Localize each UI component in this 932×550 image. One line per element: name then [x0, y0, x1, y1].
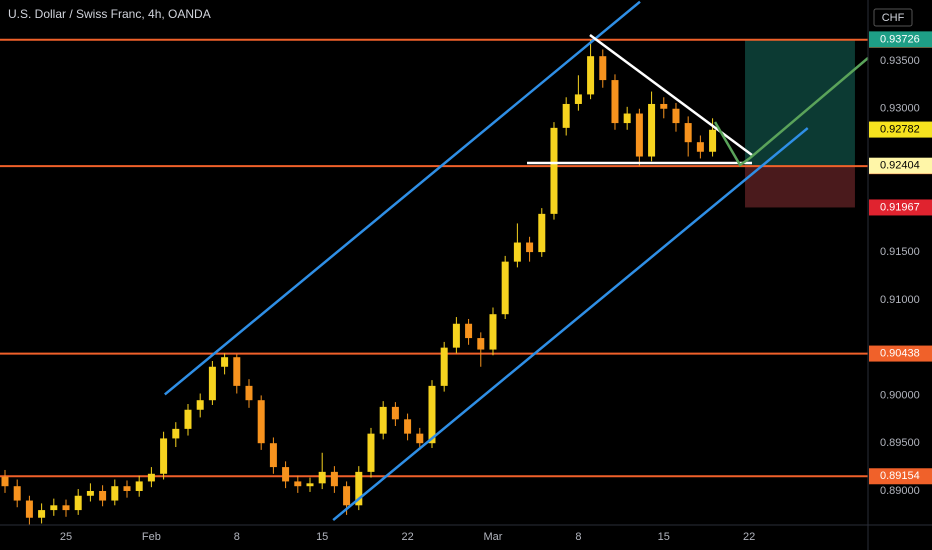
trend-drawing [332, 127, 809, 521]
price-marker: 0.93726 [880, 33, 920, 45]
candle-body [574, 94, 582, 104]
candle-body [696, 142, 704, 152]
candle-body [245, 385, 253, 401]
x-tick-label: 22 [743, 531, 755, 543]
y-tick-label: 0.90000 [880, 389, 920, 401]
candle-body [74, 495, 82, 511]
candle-body [599, 56, 607, 81]
chart-title: U.S. Dollar / Swiss Franc, 4h, OANDA [8, 7, 211, 21]
candle-body [172, 428, 180, 439]
candle-body [269, 443, 277, 468]
candle-body [587, 56, 595, 95]
y-tick-label: 0.93500 [880, 55, 920, 67]
candle-body [13, 486, 21, 501]
price-marker: 0.91967 [880, 201, 920, 213]
candle-body [343, 486, 351, 506]
currency-box[interactable] [873, 8, 913, 27]
price-marker-bg [869, 199, 932, 216]
candle-body [623, 113, 631, 124]
level-label: 0.90438 [880, 347, 920, 359]
candle-body [550, 127, 558, 214]
y-tick-label: 0.91000 [880, 294, 920, 306]
candle-body [709, 129, 717, 152]
candle-body [355, 471, 363, 506]
candle-body [62, 505, 70, 511]
candle-body [428, 385, 436, 444]
candle-body [526, 242, 534, 253]
candle-body [25, 500, 33, 518]
x-tick-label: 8 [234, 531, 240, 543]
candle-body [684, 123, 692, 143]
candle-body [562, 103, 570, 128]
loss-zone [745, 166, 855, 208]
candle-body [282, 467, 290, 482]
trend-drawing [713, 57, 869, 167]
candle-body [221, 357, 229, 367]
candle-body [611, 80, 619, 124]
candle-body [660, 103, 668, 109]
candle-body [489, 314, 497, 350]
candle-body [123, 486, 131, 491]
x-tick-label: Feb [142, 531, 161, 543]
candle-body [379, 406, 387, 434]
price-marker: 0.92782 [880, 123, 920, 135]
candle-body [330, 471, 338, 487]
x-tick-label: Mar [484, 531, 503, 543]
candle-body [196, 400, 204, 410]
candle-body [477, 338, 485, 350]
x-tick-label: 15 [316, 531, 328, 543]
price-marker-bg [869, 31, 932, 48]
x-tick-label: 22 [401, 531, 413, 543]
candle-body [111, 486, 119, 501]
candle-body [294, 481, 302, 487]
candle-body [318, 471, 326, 484]
candle-body [672, 108, 680, 124]
level-label: 0.89154 [880, 470, 920, 482]
candle-body [648, 103, 656, 157]
price-marker: 0.92404 [880, 160, 920, 172]
price-marker-bg [869, 157, 932, 174]
price-marker-bg [869, 121, 932, 138]
candle-body [635, 113, 643, 157]
candle-body [1, 476, 9, 487]
candle-body [160, 438, 168, 474]
candle-body [135, 481, 143, 491]
y-tick-label: 0.91500 [880, 246, 920, 258]
candle-body [538, 213, 546, 253]
candle-body [404, 419, 412, 434]
candle-body [86, 490, 94, 496]
candle-body [233, 357, 241, 386]
x-tick-label: 8 [575, 531, 581, 543]
candle-body [501, 261, 509, 315]
candle-body [208, 366, 216, 401]
trend-drawing [589, 33, 753, 157]
candle-body [416, 433, 424, 444]
x-tick-label: 25 [60, 531, 72, 543]
candle-body [50, 505, 58, 511]
candle-body [38, 510, 46, 518]
plot [0, 0, 869, 525]
candle-body [391, 406, 399, 420]
candle-body [99, 490, 107, 501]
level-label-bg [869, 468, 932, 485]
candle-body [440, 347, 448, 386]
x-tick-label: 15 [658, 531, 670, 543]
level-label-bg [869, 345, 932, 362]
candle-body [452, 323, 460, 348]
candle-body [184, 409, 192, 429]
candle-body [367, 433, 375, 472]
axis: 0.89000 0.89500 0.90000 0.91000 0.91500 0.930… [60, 31, 932, 543]
candle-body [147, 473, 155, 482]
currency: CHF [882, 12, 905, 24]
candle-body [513, 242, 521, 262]
candle-body [306, 483, 314, 487]
candle-body [465, 323, 473, 339]
trend-drawing [164, 0, 641, 396]
candle-body [257, 400, 265, 444]
y-tick-label: 0.89500 [880, 437, 920, 449]
y-tick-label: 0.93000 [880, 103, 920, 115]
y-tick-label: 0.89000 [880, 485, 920, 497]
